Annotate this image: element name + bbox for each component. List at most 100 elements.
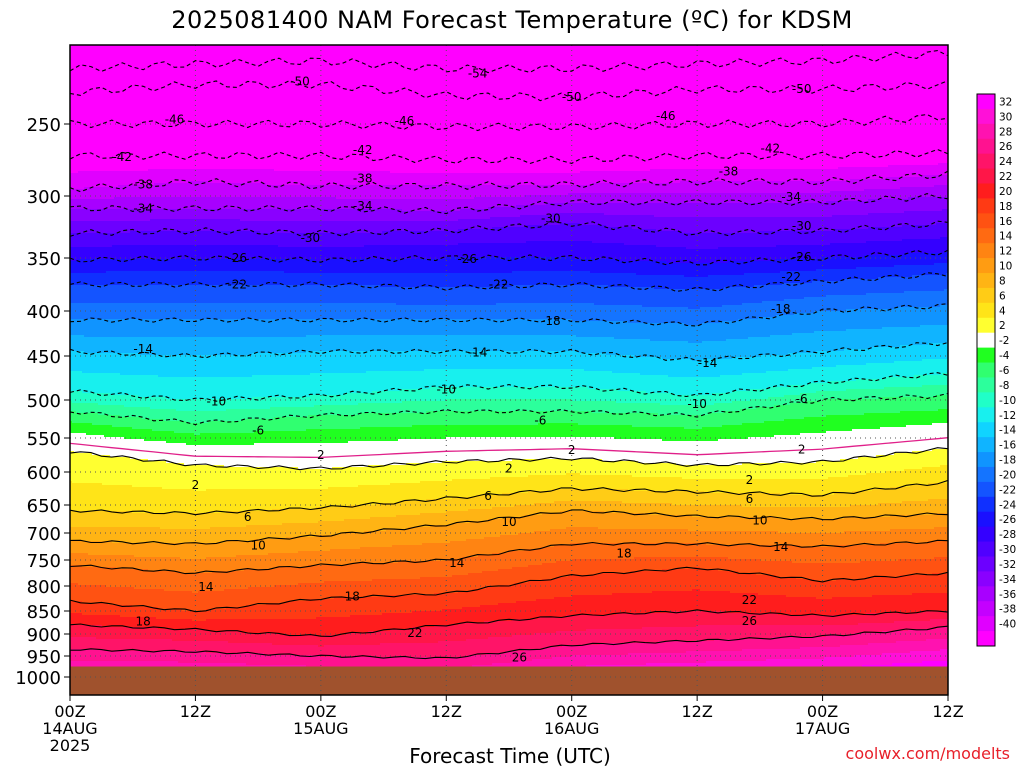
temperature-cell [174, 197, 177, 210]
temperature-cell [196, 285, 199, 304]
temperature-cell [260, 467, 263, 490]
temperature-cell [206, 465, 209, 490]
temperature-cell [136, 271, 139, 286]
temperature-cell [126, 639, 129, 652]
temperature-cell [226, 303, 229, 320]
temperature-cell [184, 271, 187, 286]
temperature-cell [144, 441, 147, 460]
temperature-cell [122, 395, 125, 406]
temperature-cell [276, 417, 279, 432]
temperature-cell [216, 183, 219, 198]
temperature-cell [98, 45, 101, 172]
temperature-cell [184, 399, 187, 412]
temperature-cell [206, 641, 209, 654]
temperature-cell [70, 553, 73, 566]
temperature-cell [218, 209, 221, 220]
temperature-cell [232, 209, 235, 220]
temperature-cell [306, 259, 309, 274]
temperature-cell [134, 557, 137, 570]
temperature-cell [252, 183, 255, 198]
temperature-cell [296, 553, 299, 568]
temperature-cell [130, 417, 133, 428]
temperature-cell [164, 259, 167, 272]
temperature-cell [130, 639, 133, 652]
temperature-cell [222, 653, 225, 664]
temperature-cell [176, 183, 179, 198]
temperature-cell [92, 541, 95, 556]
temperature-cell [170, 197, 173, 210]
temperature-cell [172, 421, 175, 432]
temperature-cell [106, 209, 109, 222]
temperature-cell [174, 245, 177, 260]
temperature-cell [202, 591, 205, 612]
temperature-cell [250, 319, 253, 338]
temperature-cell [234, 571, 237, 590]
temperature-cell [302, 171, 305, 186]
temperature-cell [224, 259, 227, 272]
temperature-cell [276, 375, 279, 398]
temperature-cell [290, 523, 293, 538]
temperature-cell [298, 221, 301, 234]
temperature-cell [254, 231, 257, 246]
temperature-cell [154, 627, 157, 640]
temperature-cell [294, 509, 297, 524]
temperature-cell [286, 467, 289, 490]
temperature-cell [296, 443, 299, 468]
temperature-cell [182, 271, 185, 286]
temperature-cell [70, 319, 73, 336]
temperature-cell [216, 209, 219, 220]
temperature-cell [220, 445, 223, 466]
temperature-cell [108, 651, 111, 662]
temperature-cell [188, 591, 191, 612]
temperature-cell [134, 209, 137, 222]
temperature-cell [80, 483, 83, 512]
temperature-cell [140, 639, 143, 652]
temperature-cell [132, 185, 135, 198]
temperature-cell [180, 319, 183, 338]
temperature-cell [134, 417, 137, 430]
temperature-cell [118, 271, 121, 286]
temperature-cell [112, 187, 115, 200]
temperature-cell [82, 221, 85, 234]
temperature-cell [88, 603, 91, 616]
temperature-cell [152, 209, 155, 220]
temperature-cell [74, 335, 77, 352]
temperature-cell [172, 409, 175, 422]
temperature-cell [310, 635, 313, 646]
temperature-cell [182, 559, 185, 574]
temperature-cell [170, 271, 173, 286]
temperature-cell [106, 319, 109, 338]
temperature-cell [150, 259, 153, 272]
temperature-cell [310, 655, 313, 668]
temperature-cell [286, 509, 289, 524]
temperature-cell [178, 557, 181, 572]
temperature-cell [300, 221, 303, 234]
temperature-cell [256, 183, 259, 198]
temperature-cell [104, 45, 107, 172]
temperature-cell [278, 375, 281, 398]
temperature-cell [174, 377, 177, 400]
temperature-cell [292, 567, 295, 586]
temperature-cell [192, 445, 195, 466]
temperature-cell [268, 45, 271, 170]
temperature-cell [234, 631, 237, 644]
temperature-cell [166, 431, 169, 444]
temperature-cell [122, 285, 125, 304]
temperature-cell [314, 551, 317, 566]
temperature-cell [252, 337, 255, 354]
temperature-cell [108, 615, 111, 628]
temperature-cell [292, 619, 295, 636]
temperature-cell [174, 571, 177, 592]
temperature-cell [98, 615, 101, 626]
temperature-cell [288, 407, 291, 418]
temperature-cell [282, 603, 285, 620]
temperature-cell [160, 629, 163, 640]
temperature-cell [94, 273, 97, 286]
temperature-cell [114, 245, 117, 260]
temperature-cell [262, 353, 265, 376]
temperature-cell [106, 651, 109, 662]
temperature-cell [282, 259, 285, 272]
temperature-cell [138, 209, 141, 222]
temperature-cell [210, 319, 213, 338]
temperature-cell [314, 221, 317, 234]
